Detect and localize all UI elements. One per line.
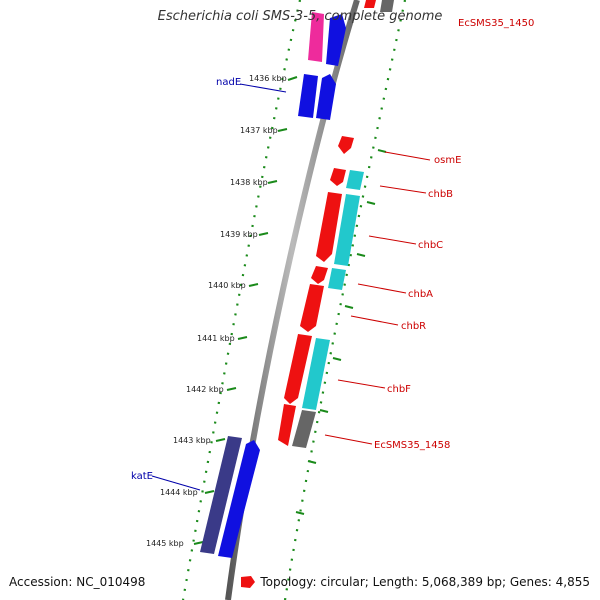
tick-label: 1438 kbp [230, 178, 268, 187]
left-tick-track [181, 0, 302, 600]
gene-labels: EcSMS35_1450 nadE osmE chbB chbC chbA ch… [131, 18, 534, 482]
tick-1438: 1438 kbp [230, 178, 278, 187]
tick-label: 1441 kbp [197, 334, 235, 343]
right-tick-marks [295, 149, 387, 515]
label-EcSMS35_1458: EcSMS35_1458 [374, 440, 450, 451]
gene-katE-a [200, 436, 242, 554]
tick-label: 1437 kbp [240, 126, 278, 135]
gene-katE-b [218, 440, 260, 558]
gene-1458-gray [292, 410, 316, 448]
gene-gray-top [380, 0, 394, 12]
gene-1458-red [278, 404, 296, 446]
tick-label: 1439 kbp [220, 230, 258, 239]
tick-group: 1436 kbp 1437 kbp 1438 kbp 1439 kbp 1440… [146, 74, 298, 548]
gene-chbR [300, 284, 324, 332]
tick-1439: 1439 kbp [220, 230, 269, 239]
gene-nadE-a [298, 74, 318, 118]
label-EcSMS35_1450: EcSMS35_1450 [458, 18, 534, 29]
tick-label: 1443 kbp [173, 436, 211, 445]
leader-lines [151, 83, 431, 491]
tick-1440: 1440 kbp [208, 281, 259, 290]
gene-chbB-cyan [346, 170, 364, 190]
tick-label: 1442 kbp [186, 385, 224, 394]
label-chbF: chbF [387, 384, 411, 395]
gene-chbC-red [316, 192, 342, 262]
tick-label: 1445 kbp [146, 539, 184, 548]
tick-1443: 1443 kbp [173, 436, 226, 445]
tick-1441: 1441 kbp [197, 334, 248, 343]
gene-red-top [364, 0, 376, 8]
topology-text: Topology: circular; Length: 5,068,389 bp… [260, 575, 590, 589]
gene-chbA-red [311, 266, 328, 284]
gene-chbF-red [284, 334, 312, 404]
gene-chbB-red [330, 168, 346, 186]
gene-chbC-cyan [334, 194, 360, 266]
tick-label: 1444 kbp [160, 488, 198, 497]
label-chbA: chbA [408, 289, 433, 300]
gene-pink [308, 12, 324, 62]
tick-1437: 1437 kbp [240, 126, 288, 135]
tick-1436: 1436 kbp [249, 74, 298, 83]
red-arrow-icon [241, 576, 256, 588]
genome-backbone [225, 0, 360, 600]
tick-label: 1436 kbp [249, 74, 287, 83]
tick-label: 1440 kbp [208, 281, 246, 290]
accession-text: Accession: NC_010498 [9, 575, 146, 589]
tick-1444: 1444 kbp [160, 488, 215, 497]
gene-blue-top [326, 14, 346, 66]
gene-osmE [338, 136, 354, 154]
features [200, 0, 394, 558]
tick-1445: 1445 kbp [146, 539, 204, 548]
tick-1442: 1442 kbp [186, 385, 237, 394]
topology-info: Topology: circular; Length: 5,068,389 bp… [240, 575, 590, 589]
gene-chbA-cyan [328, 268, 346, 290]
label-chbB: chbB [428, 189, 453, 200]
gene-nadE-b [316, 74, 336, 120]
label-chbR: chbR [401, 321, 426, 332]
gene-chbF-cyan [302, 338, 330, 410]
label-chbC: chbC [418, 240, 443, 251]
page-title: Escherichia coli SMS-3-5, complete genom… [157, 9, 443, 24]
label-nadE: nadE [216, 77, 241, 88]
label-katE: katE [131, 471, 153, 482]
label-osmE: osmE [434, 155, 461, 166]
